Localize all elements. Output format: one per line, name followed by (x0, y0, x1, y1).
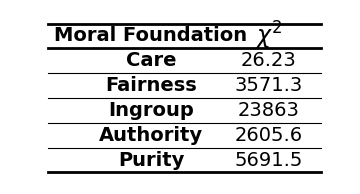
Text: Fairness: Fairness (105, 76, 197, 95)
Text: 2605.6: 2605.6 (234, 126, 302, 145)
Text: 26.23: 26.23 (240, 51, 296, 70)
Text: Authority: Authority (99, 126, 203, 145)
Text: Moral Foundation: Moral Foundation (54, 26, 248, 45)
Text: $\chi^2$: $\chi^2$ (255, 20, 282, 52)
Text: 5691.5: 5691.5 (234, 151, 302, 170)
Text: 3571.3: 3571.3 (234, 76, 302, 95)
Text: Ingroup: Ingroup (108, 101, 194, 120)
Text: Care: Care (126, 51, 176, 70)
Text: 23863: 23863 (237, 101, 299, 120)
Text: Purity: Purity (118, 151, 184, 170)
